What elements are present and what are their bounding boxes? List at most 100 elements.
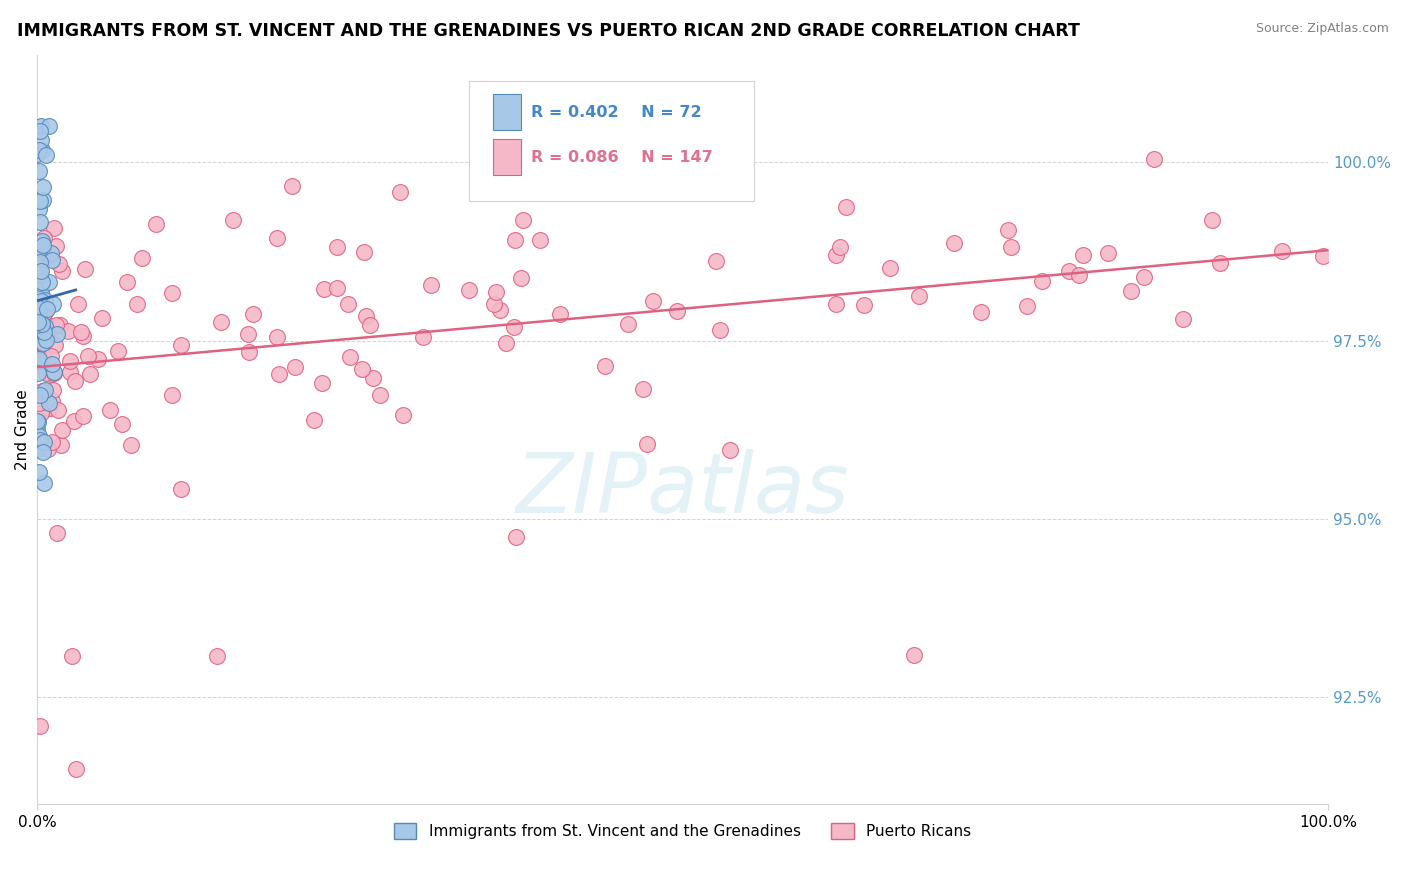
Point bbox=[41, 434, 63, 449]
Point bbox=[35, 148, 58, 162]
Point bbox=[354, 310, 377, 324]
Point bbox=[30, 120, 52, 134]
FancyBboxPatch shape bbox=[470, 81, 754, 202]
Point bbox=[63, 415, 86, 429]
Point bbox=[73, 262, 96, 277]
Point bbox=[903, 648, 925, 663]
Point bbox=[25, 422, 48, 436]
Point bbox=[27, 353, 49, 368]
Point bbox=[34, 318, 56, 333]
Point bbox=[30, 133, 52, 147]
Point bbox=[242, 307, 264, 321]
Point bbox=[30, 235, 52, 249]
Point bbox=[512, 213, 534, 227]
Point bbox=[44, 366, 66, 380]
Point bbox=[25, 318, 48, 333]
Point bbox=[970, 305, 993, 319]
Point bbox=[529, 233, 551, 247]
Point bbox=[205, 648, 228, 663]
Text: R = 0.402    N = 72: R = 0.402 N = 72 bbox=[531, 104, 702, 120]
Point bbox=[28, 143, 51, 157]
Point bbox=[593, 359, 616, 374]
Point bbox=[60, 648, 83, 663]
Point bbox=[825, 248, 848, 262]
Point bbox=[160, 286, 183, 301]
Point bbox=[943, 235, 966, 250]
Point bbox=[35, 318, 58, 333]
Point bbox=[28, 429, 51, 443]
Point bbox=[28, 269, 51, 284]
Point bbox=[27, 414, 49, 428]
Point bbox=[835, 200, 858, 214]
Point bbox=[336, 297, 359, 311]
Point bbox=[39, 349, 62, 363]
Point bbox=[45, 239, 67, 253]
Point bbox=[1071, 248, 1094, 262]
Point bbox=[489, 303, 512, 318]
Point bbox=[79, 368, 101, 382]
Point bbox=[32, 238, 55, 252]
Point bbox=[359, 318, 381, 332]
Point bbox=[388, 186, 411, 200]
Point bbox=[666, 304, 689, 318]
Point bbox=[45, 326, 67, 341]
Point bbox=[42, 384, 65, 398]
Point bbox=[28, 284, 51, 298]
Point bbox=[35, 333, 58, 347]
Point bbox=[34, 383, 56, 397]
Point bbox=[42, 366, 65, 380]
Point bbox=[458, 284, 481, 298]
Point bbox=[1201, 212, 1223, 227]
Point bbox=[39, 245, 62, 260]
Point bbox=[314, 282, 336, 296]
Point bbox=[412, 329, 434, 343]
Point bbox=[34, 304, 56, 318]
Point bbox=[28, 718, 51, 732]
Point bbox=[31, 335, 53, 350]
Point bbox=[28, 303, 51, 318]
Point bbox=[30, 293, 52, 308]
Point bbox=[1312, 249, 1334, 263]
Point bbox=[27, 353, 49, 368]
Point bbox=[1057, 264, 1080, 278]
Point bbox=[28, 310, 51, 324]
Point bbox=[32, 246, 55, 260]
Point bbox=[419, 278, 441, 293]
Point bbox=[28, 254, 51, 268]
Point bbox=[284, 359, 307, 374]
Point bbox=[350, 362, 373, 376]
Point bbox=[28, 276, 51, 290]
Point bbox=[59, 354, 82, 368]
Point bbox=[879, 261, 901, 276]
Point bbox=[1171, 312, 1194, 326]
Point bbox=[27, 318, 49, 332]
Point bbox=[131, 252, 153, 266]
Text: Source: ZipAtlas.com: Source: ZipAtlas.com bbox=[1256, 22, 1389, 36]
Point bbox=[1097, 246, 1119, 260]
Point bbox=[27, 202, 49, 216]
Point bbox=[30, 406, 52, 420]
Point bbox=[28, 299, 51, 313]
Point bbox=[25, 300, 48, 314]
Point bbox=[46, 526, 69, 541]
Point bbox=[72, 409, 94, 423]
Point bbox=[51, 264, 73, 278]
Point bbox=[267, 367, 290, 381]
Point bbox=[76, 350, 98, 364]
Point bbox=[32, 326, 55, 340]
Point bbox=[38, 326, 60, 340]
Point bbox=[643, 294, 665, 309]
Point bbox=[35, 366, 58, 380]
Point bbox=[51, 438, 73, 452]
Point bbox=[28, 352, 51, 367]
Point bbox=[48, 257, 70, 271]
Point bbox=[38, 120, 60, 134]
Point bbox=[27, 248, 49, 262]
Point bbox=[107, 344, 129, 359]
Point bbox=[30, 194, 52, 209]
Bar bbox=[492, 139, 522, 175]
Point bbox=[42, 297, 65, 311]
Point bbox=[31, 253, 53, 268]
Point bbox=[27, 442, 49, 456]
Point bbox=[169, 338, 191, 352]
